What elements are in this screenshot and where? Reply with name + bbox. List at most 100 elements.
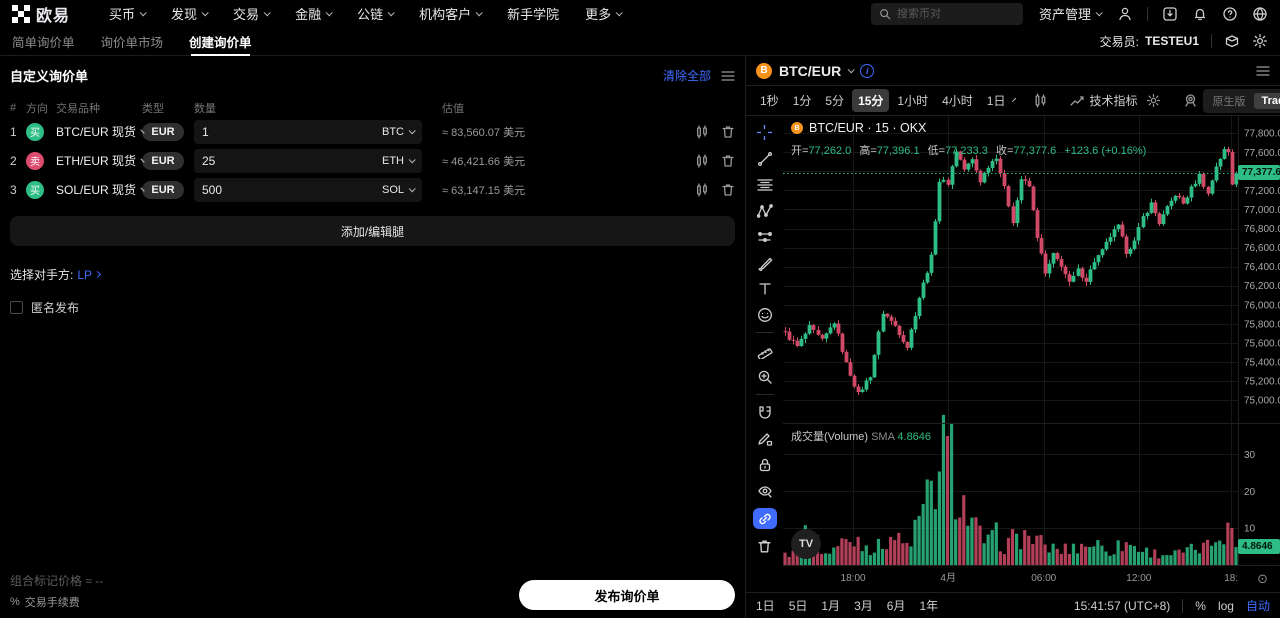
brush-icon[interactable] xyxy=(753,254,777,271)
search-input[interactable] xyxy=(896,7,1007,20)
help-icon[interactable] xyxy=(1222,6,1238,22)
counterparty-link[interactable]: LP xyxy=(77,268,102,282)
range-1d[interactable]: 1日 xyxy=(756,599,775,613)
emoji-icon[interactable] xyxy=(753,306,777,323)
info-icon[interactable]: i xyxy=(860,63,875,78)
amount-input[interactable] xyxy=(202,124,382,139)
tradingview-logo[interactable]: TV xyxy=(791,529,821,559)
unit-dropdown[interactable]: BTC xyxy=(382,126,416,138)
chevron-down-icon[interactable] xyxy=(1012,97,1017,102)
nav-trade[interactable]: 交易 xyxy=(220,4,282,23)
amount-input[interactable] xyxy=(202,153,382,168)
instrument-selector[interactable]: BTC/EUR 现货 xyxy=(56,123,145,140)
delete-trash-icon[interactable] xyxy=(721,125,735,139)
price-chart[interactable] xyxy=(783,116,1280,592)
search-box[interactable] xyxy=(870,2,1023,25)
magnet-icon[interactable] xyxy=(753,404,777,421)
indicators-button[interactable]: 技术指标 xyxy=(1067,92,1140,109)
chevron-down-icon[interactable] xyxy=(847,66,855,74)
range-1y[interactable]: 1年 xyxy=(919,599,939,613)
notifications-bell-icon[interactable] xyxy=(1192,6,1208,22)
nav-discover[interactable]: 发现 xyxy=(158,4,220,23)
drawing-mode-icon[interactable] xyxy=(753,430,777,447)
publish-rfq-button[interactable]: 发布询价单 xyxy=(519,580,735,610)
xabcd-pattern-icon[interactable] xyxy=(753,202,777,219)
view-chart-icon[interactable] xyxy=(695,153,709,168)
log-scale-button[interactable]: log xyxy=(1217,598,1234,613)
tab-simple-rfq[interactable]: 简单询价单 xyxy=(12,35,75,50)
amount-input[interactable] xyxy=(202,182,382,197)
mark-price-value: ≈ -- xyxy=(85,574,104,588)
projection-icon[interactable] xyxy=(753,228,777,245)
type-pill[interactable]: EUR xyxy=(142,122,184,141)
asset-management-menu[interactable]: 资产管理 xyxy=(1037,4,1103,23)
tab-rfq-board[interactable]: 询价单市场 xyxy=(100,35,164,50)
tab-create-rfq[interactable]: 创建询价单 xyxy=(189,27,252,56)
fib-lines-icon[interactable] xyxy=(753,176,777,193)
rfq-sub-nav: 简单询价单 询价单市场 创建询价单 交易员: TESTEU1 xyxy=(0,27,1280,56)
interval-4h[interactable]: 4小时 xyxy=(942,94,973,108)
type-pill[interactable]: EUR xyxy=(142,151,184,170)
nav-finance[interactable]: 金融 xyxy=(282,4,344,23)
okx-logo-icon xyxy=(12,4,30,23)
instrument-selector[interactable]: SOL/EUR 现货 xyxy=(56,181,145,198)
nav-chain[interactable]: 公链 xyxy=(344,4,406,23)
crosshair-icon[interactable] xyxy=(753,124,777,141)
percent-scale-button[interactable]: % xyxy=(1195,598,1206,613)
download-icon[interactable] xyxy=(1162,6,1178,22)
type-pill[interactable]: EUR xyxy=(142,180,184,199)
unit-dropdown[interactable]: ETH xyxy=(382,155,416,167)
nav-academy[interactable]: 新手学院 xyxy=(507,7,560,22)
clock-readout[interactable]: 15:41:57 (UTC+8) xyxy=(1073,598,1171,613)
scroll-to-realtime-icon[interactable]: ⊙ xyxy=(1257,571,1268,586)
range-5d[interactable]: 5日 xyxy=(788,599,808,613)
range-3m[interactable]: 3月 xyxy=(854,599,873,613)
candle-style-icon[interactable] xyxy=(1030,93,1051,108)
view-chart-icon[interactable] xyxy=(695,124,709,139)
auto-scale-button[interactable]: 自动 xyxy=(1245,599,1270,613)
mark-price-label: 组合标记价格 xyxy=(10,574,83,588)
sync-link-icon[interactable] xyxy=(752,508,777,529)
measure-ruler-icon[interactable] xyxy=(753,342,777,359)
valuation-text: ≈ 63,147.15 美元 xyxy=(442,184,526,197)
nav-more[interactable]: 更多 xyxy=(572,4,634,23)
interval-1h[interactable]: 1小时 xyxy=(897,94,929,108)
interval-1d[interactable]: 1日 xyxy=(986,94,1006,108)
menu-icon[interactable] xyxy=(721,70,735,82)
panel-list-icon[interactable] xyxy=(1256,65,1270,77)
interval-15m[interactable]: 15分 xyxy=(852,89,890,112)
amount-field: BTC xyxy=(194,119,422,144)
hide-drawings-icon[interactable] xyxy=(753,482,777,499)
interval-1s[interactable]: 1秒 xyxy=(760,94,779,108)
anonymous-checkbox[interactable] xyxy=(10,301,23,314)
range-6m[interactable]: 6月 xyxy=(886,599,906,613)
unit-dropdown[interactable]: SOL xyxy=(382,184,416,196)
user-icon[interactable] xyxy=(1117,6,1133,22)
native-version-button[interactable]: 原生版 xyxy=(1212,95,1246,108)
remove-drawings-icon[interactable] xyxy=(753,538,777,555)
lock-drawings-icon[interactable] xyxy=(753,456,777,473)
chart-settings-gear-icon[interactable] xyxy=(1143,93,1164,108)
orders-box-icon[interactable] xyxy=(1224,33,1240,49)
interval-1m[interactable]: 1分 xyxy=(792,94,812,108)
okx-logo[interactable]: 欧易 xyxy=(12,2,70,26)
language-globe-icon[interactable] xyxy=(1252,6,1268,22)
top-nav: 欧易 买币 发现 交易 金融 公链 机构客户 新手学院 更多 资产管理 xyxy=(0,0,1280,27)
nav-institutional[interactable]: 机构客户 xyxy=(406,4,494,23)
text-tool-icon[interactable] xyxy=(753,280,777,297)
interval-5m[interactable]: 5分 xyxy=(825,94,845,108)
settings-gear-icon[interactable] xyxy=(1252,33,1268,49)
tradingview-version-button[interactable]: TradingView xyxy=(1253,92,1280,109)
instrument-selector[interactable]: ETH/EUR 现货 xyxy=(56,152,145,169)
view-chart-icon[interactable] xyxy=(695,182,709,197)
nav-buy-crypto[interactable]: 买币 xyxy=(96,4,158,23)
range-1m[interactable]: 1月 xyxy=(821,599,841,613)
clear-all-link[interactable]: 清除全部 xyxy=(662,69,711,83)
delete-trash-icon[interactable] xyxy=(721,154,735,168)
trend-line-icon[interactable] xyxy=(753,150,777,167)
delete-trash-icon[interactable] xyxy=(721,183,735,197)
add-edit-legs-button[interactable]: 添加/编辑腿 xyxy=(10,216,735,246)
pair-name: BTC/EUR xyxy=(779,62,842,79)
zoom-in-icon[interactable] xyxy=(753,368,777,385)
screenshot-camera-icon[interactable] xyxy=(1180,93,1201,108)
